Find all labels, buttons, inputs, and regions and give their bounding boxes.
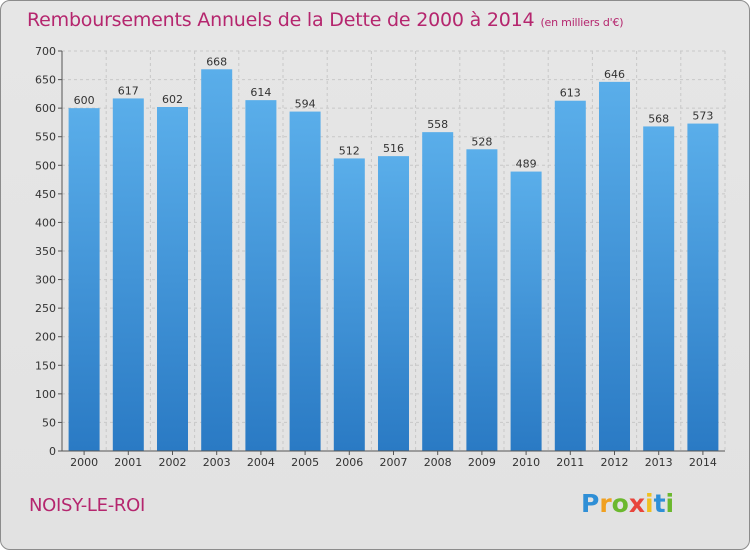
data-label-2010: 489 [516,158,537,171]
x-tick-label-2001: 2001 [114,456,142,469]
data-label-2009: 528 [471,135,492,148]
bar-2005 [289,111,321,452]
data-label-2000: 600 [74,94,95,107]
y-tick-label: 100 [35,388,56,401]
x-tick-label-2005: 2005 [291,456,319,469]
x-tick-label-2011: 2011 [556,456,584,469]
data-label-2005: 594 [295,98,316,111]
axes [58,50,725,455]
y-tick-label: 50 [42,416,56,429]
data-label-2011: 613 [560,87,581,100]
bar-2001 [112,98,144,451]
logo-letter: i [665,489,675,518]
bar-2009 [466,149,498,452]
y-tick-label: 400 [35,216,56,229]
x-tick-label-2007: 2007 [380,456,408,469]
data-label-2012: 646 [604,68,625,81]
x-tick-label-2006: 2006 [335,456,363,469]
y-tick-label: 300 [35,274,56,287]
x-tick-label-2013: 2013 [645,456,673,469]
bar-2012 [599,81,630,451]
chart-title-text: Remboursements Annuels de la Dette de 20… [27,9,535,31]
data-label-2008: 558 [427,118,448,131]
data-label-2001: 617 [118,84,139,97]
y-tick-label: 700 [35,45,56,58]
bar-2002 [157,107,188,451]
y-tick-label: 450 [35,188,56,201]
y-tick-label: 550 [35,131,56,144]
bar-2007 [378,156,409,451]
labels: 0 50 100 150 200 250 300 350 400 450 500 550 600 650 7… [35,45,717,469]
bar-2014 [687,123,719,452]
x-tick-label-2009: 2009 [468,456,496,469]
x-tick-label-2012: 2012 [601,456,629,469]
bar-2010 [510,171,542,452]
data-label-2013: 568 [648,112,669,125]
data-label-2002: 602 [162,93,183,106]
y-tick-label: 650 [35,74,56,87]
chart-title: Remboursements Annuels de la Dette de 20… [27,9,624,31]
logo-letter: P [581,489,600,518]
y-tick-label: 350 [35,245,56,258]
y-tick-label: 200 [35,331,56,344]
data-label-2014: 573 [692,110,713,123]
x-tick-label-2002: 2002 [159,456,187,469]
logo-letter: o [611,489,629,518]
proxiti-logo: Proxiti [581,489,674,518]
x-tick-label-2008: 2008 [424,456,452,469]
y-tick-label: 150 [35,359,56,372]
logo-letter: i [645,489,654,518]
unit-note: (en milliers d'€) [540,16,624,29]
x-tick-label-2000: 2000 [70,456,98,469]
data-label-2007: 516 [383,142,404,155]
bar-2011 [554,100,586,451]
logo-letter: x [628,489,645,518]
bar-2008 [422,132,454,451]
data-label-2003: 668 [206,55,227,68]
x-tick-label-2003: 2003 [203,456,231,469]
bars [68,69,719,452]
y-tick-label: 0 [49,445,56,458]
bar-2004 [245,100,277,452]
logo-letter: r [599,489,612,518]
y-tick-label: 600 [35,102,56,115]
bar-2006 [333,158,365,451]
bar-2013 [643,126,675,451]
x-tick-label-2014: 2014 [689,456,717,469]
bar-2000 [68,108,100,452]
city-name: NOISY-LE-ROI [29,495,146,516]
bar-2003 [201,69,233,452]
x-tick-label-2004: 2004 [247,456,275,469]
x-tick-label-2010: 2010 [512,456,540,469]
data-label-2006: 512 [339,144,360,157]
y-tick-label: 500 [35,159,56,172]
data-label-2004: 614 [250,86,271,99]
logo-letter: t [653,489,666,518]
y-tick-label: 250 [35,302,56,315]
